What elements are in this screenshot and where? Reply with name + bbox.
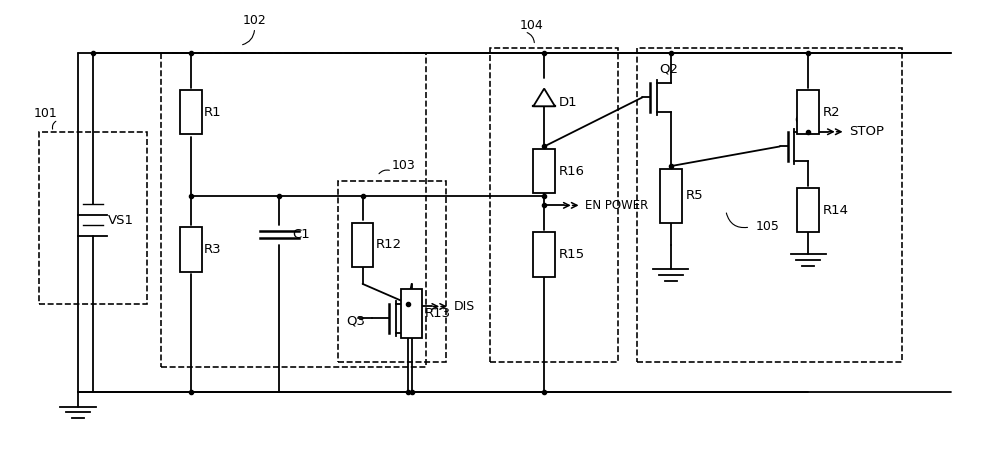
Text: R16: R16 xyxy=(559,165,585,177)
Text: Q1: Q1 xyxy=(794,114,813,127)
Text: Q3: Q3 xyxy=(347,315,366,328)
Text: EN POWER: EN POWER xyxy=(585,199,649,212)
Bar xyxy=(533,232,555,277)
Text: R12: R12 xyxy=(375,238,401,251)
Text: C1: C1 xyxy=(292,228,310,241)
Bar xyxy=(490,48,618,362)
Text: 103: 103 xyxy=(392,159,416,172)
Bar xyxy=(39,132,147,303)
Text: 105: 105 xyxy=(755,220,779,233)
Text: R1: R1 xyxy=(204,106,221,119)
Text: VS1: VS1 xyxy=(107,214,133,227)
Bar xyxy=(161,53,426,367)
Bar xyxy=(637,48,902,362)
Bar xyxy=(338,181,446,362)
Bar xyxy=(533,149,555,193)
Text: 101: 101 xyxy=(34,107,58,120)
Bar xyxy=(180,90,202,134)
Polygon shape xyxy=(533,89,555,106)
Bar xyxy=(797,90,819,134)
Bar xyxy=(797,188,819,232)
Text: R15: R15 xyxy=(559,248,585,261)
Text: R14: R14 xyxy=(823,204,849,217)
Text: R5: R5 xyxy=(686,189,703,202)
Bar xyxy=(180,227,202,272)
Text: D1: D1 xyxy=(559,96,578,109)
Text: R13: R13 xyxy=(424,307,451,320)
Text: R3: R3 xyxy=(204,243,221,256)
Text: 102: 102 xyxy=(243,14,267,27)
Bar xyxy=(352,223,373,267)
Bar xyxy=(401,289,422,338)
Bar xyxy=(660,169,682,223)
Text: DIS: DIS xyxy=(454,300,475,313)
Text: R2: R2 xyxy=(823,106,841,119)
Text: Q2: Q2 xyxy=(659,63,678,76)
Text: STOP: STOP xyxy=(849,125,884,138)
Text: 104: 104 xyxy=(520,19,543,32)
